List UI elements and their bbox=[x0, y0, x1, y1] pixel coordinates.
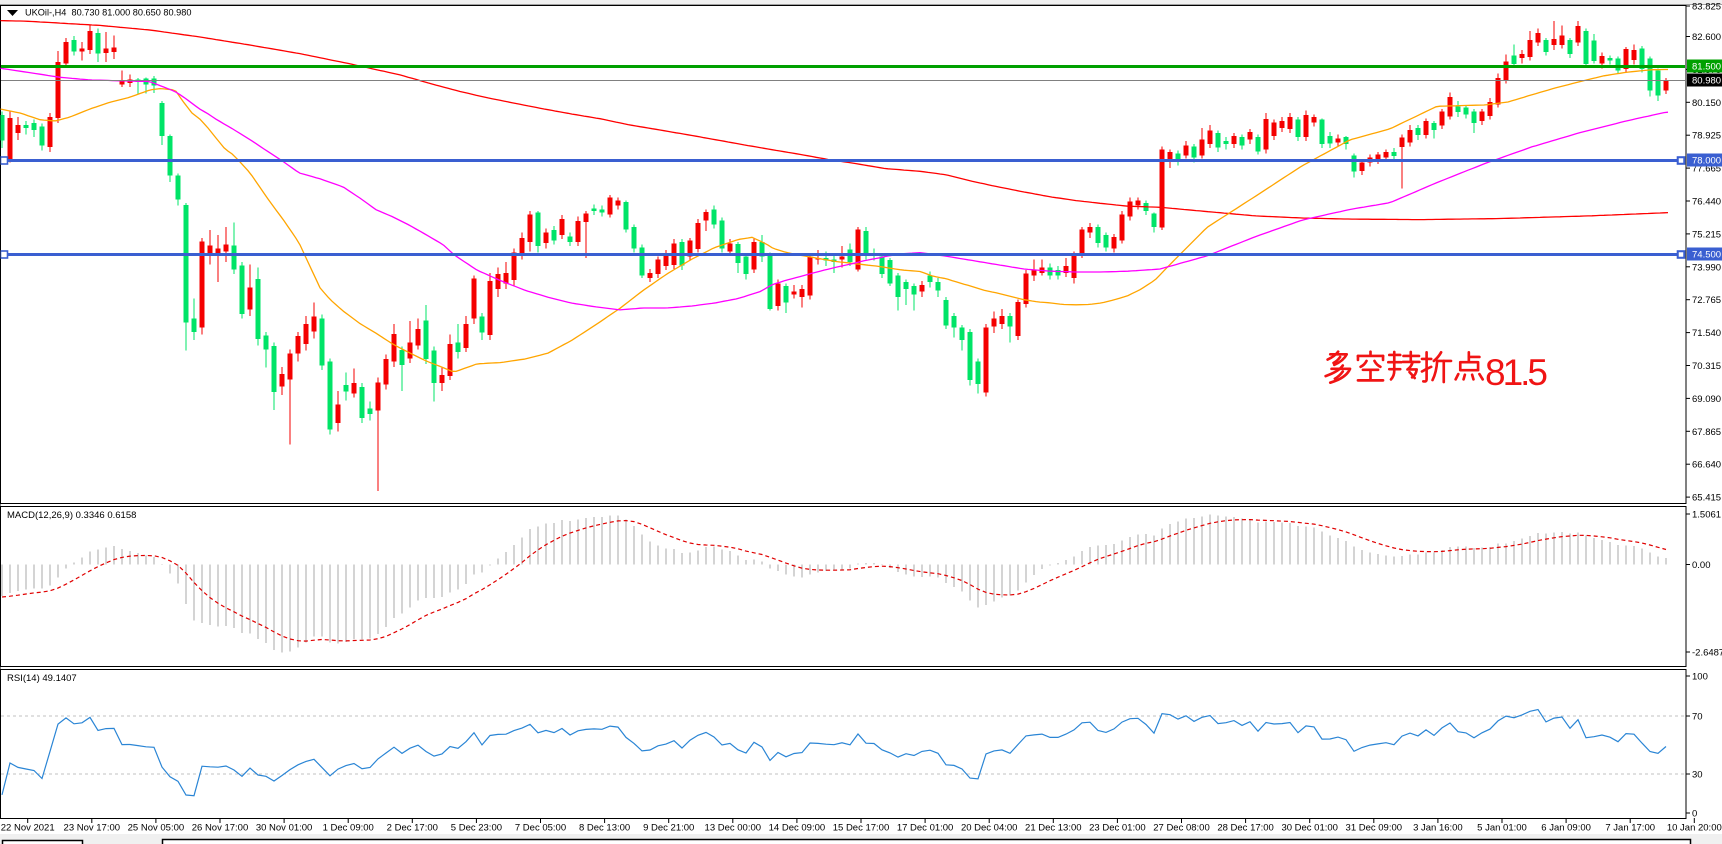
svg-text:UKOil-,H4 80.730 81.000 80.65: UKOil-,H4 80.730 81.000 80.650 80.980 bbox=[25, 8, 192, 18]
svg-text:69.090: 69.090 bbox=[1692, 394, 1721, 405]
svg-text:30: 30 bbox=[1692, 770, 1703, 781]
svg-text:70: 70 bbox=[1692, 712, 1703, 723]
svg-text:20 Dec 04:00: 20 Dec 04:00 bbox=[961, 823, 1018, 834]
svg-text:80.150: 80.150 bbox=[1692, 98, 1721, 109]
svg-text:17 Dec 01:00: 17 Dec 01:00 bbox=[897, 823, 954, 834]
svg-text:27 Dec 08:00: 27 Dec 08:00 bbox=[1153, 823, 1210, 834]
svg-text:71.540: 71.540 bbox=[1692, 328, 1721, 339]
svg-text:1.5061: 1.5061 bbox=[1692, 510, 1721, 521]
svg-text:83.825: 83.825 bbox=[1692, 2, 1721, 13]
svg-text:67.865: 67.865 bbox=[1692, 427, 1721, 438]
svg-text:3 Jan 16:00: 3 Jan 16:00 bbox=[1413, 823, 1463, 834]
svg-text:23 Nov 17:00: 23 Nov 17:00 bbox=[64, 823, 121, 834]
svg-text:6 Jan 09:00: 6 Jan 09:00 bbox=[1541, 823, 1591, 834]
svg-text:31 Dec 09:00: 31 Dec 09:00 bbox=[1346, 823, 1403, 834]
svg-text:80.980: 80.980 bbox=[1692, 76, 1721, 87]
svg-text:15 Dec 17:00: 15 Dec 17:00 bbox=[833, 823, 890, 834]
svg-text:14 Dec 09:00: 14 Dec 09:00 bbox=[769, 823, 826, 834]
svg-text:22 Nov 2021: 22 Nov 2021 bbox=[1, 823, 55, 834]
svg-text:73.990: 73.990 bbox=[1692, 262, 1721, 273]
svg-text:78.000: 78.000 bbox=[1692, 156, 1721, 167]
svg-text:25 Nov 05:00: 25 Nov 05:00 bbox=[128, 823, 185, 834]
svg-text:0.00: 0.00 bbox=[1692, 560, 1711, 571]
svg-text:26 Nov 17:00: 26 Nov 17:00 bbox=[192, 823, 249, 834]
svg-text:82.600: 82.600 bbox=[1692, 32, 1721, 43]
svg-text:28 Dec 17:00: 28 Dec 17:00 bbox=[1217, 823, 1274, 834]
svg-text:MACD(12,26,9) 0.3346 0.6158: MACD(12,26,9) 0.3346 0.6158 bbox=[7, 510, 136, 521]
svg-text:-2.6487: -2.6487 bbox=[1692, 648, 1722, 659]
svg-text:7 Jan 17:00: 7 Jan 17:00 bbox=[1605, 823, 1655, 834]
svg-text:0: 0 bbox=[1692, 809, 1697, 820]
svg-text:RSI(14) 49.1407: RSI(14) 49.1407 bbox=[7, 673, 77, 684]
svg-text:81.5: 81.5 bbox=[1485, 352, 1548, 393]
svg-text:30 Nov 01:00: 30 Nov 01:00 bbox=[256, 823, 313, 834]
svg-text:66.640: 66.640 bbox=[1692, 460, 1721, 471]
svg-text:7 Dec 05:00: 7 Dec 05:00 bbox=[515, 823, 566, 834]
svg-text:23 Dec 01:00: 23 Dec 01:00 bbox=[1089, 823, 1146, 834]
svg-text:5 Jan 01:00: 5 Jan 01:00 bbox=[1477, 823, 1527, 834]
svg-text:8 Dec 13:00: 8 Dec 13:00 bbox=[579, 823, 630, 834]
svg-text:13 Dec 00:00: 13 Dec 00:00 bbox=[705, 823, 762, 834]
svg-text:77.665: 77.665 bbox=[1692, 164, 1721, 175]
svg-text:70.315: 70.315 bbox=[1692, 361, 1721, 372]
svg-text:30 Dec 01:00: 30 Dec 01:00 bbox=[1281, 823, 1338, 834]
svg-text:72.765: 72.765 bbox=[1692, 295, 1721, 306]
svg-text:75.215: 75.215 bbox=[1692, 229, 1721, 240]
svg-text:10 Jan 20:00: 10 Jan 20:00 bbox=[1667, 823, 1722, 834]
svg-text:2 Dec 17:00: 2 Dec 17:00 bbox=[387, 823, 438, 834]
svg-text:100: 100 bbox=[1692, 672, 1708, 683]
svg-text:5 Dec 23:00: 5 Dec 23:00 bbox=[451, 823, 502, 834]
svg-text:1 Dec 09:00: 1 Dec 09:00 bbox=[323, 823, 374, 834]
svg-text:76.440: 76.440 bbox=[1692, 197, 1721, 208]
svg-text:78.925: 78.925 bbox=[1692, 131, 1721, 142]
svg-text:74.500: 74.500 bbox=[1692, 250, 1721, 261]
svg-text:81.500: 81.500 bbox=[1692, 62, 1721, 73]
svg-text:65.415: 65.415 bbox=[1692, 493, 1721, 504]
svg-text:21 Dec 13:00: 21 Dec 13:00 bbox=[1025, 823, 1082, 834]
svg-text:9 Dec 21:00: 9 Dec 21:00 bbox=[643, 823, 694, 834]
